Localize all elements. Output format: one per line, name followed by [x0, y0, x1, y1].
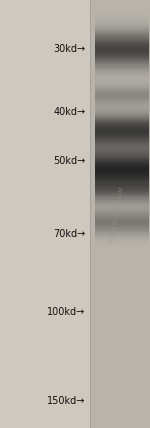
Text: 100kd→: 100kd→ — [47, 307, 86, 317]
Text: 70kd→: 70kd→ — [53, 229, 86, 239]
Text: WWW.PTGAB.COM: WWW.PTGAB.COM — [110, 185, 124, 243]
Text: 50kd→: 50kd→ — [53, 156, 86, 166]
Text: 40kd→: 40kd→ — [53, 107, 86, 117]
Text: 150kd→: 150kd→ — [47, 396, 86, 406]
Text: 30kd→: 30kd→ — [53, 44, 86, 54]
